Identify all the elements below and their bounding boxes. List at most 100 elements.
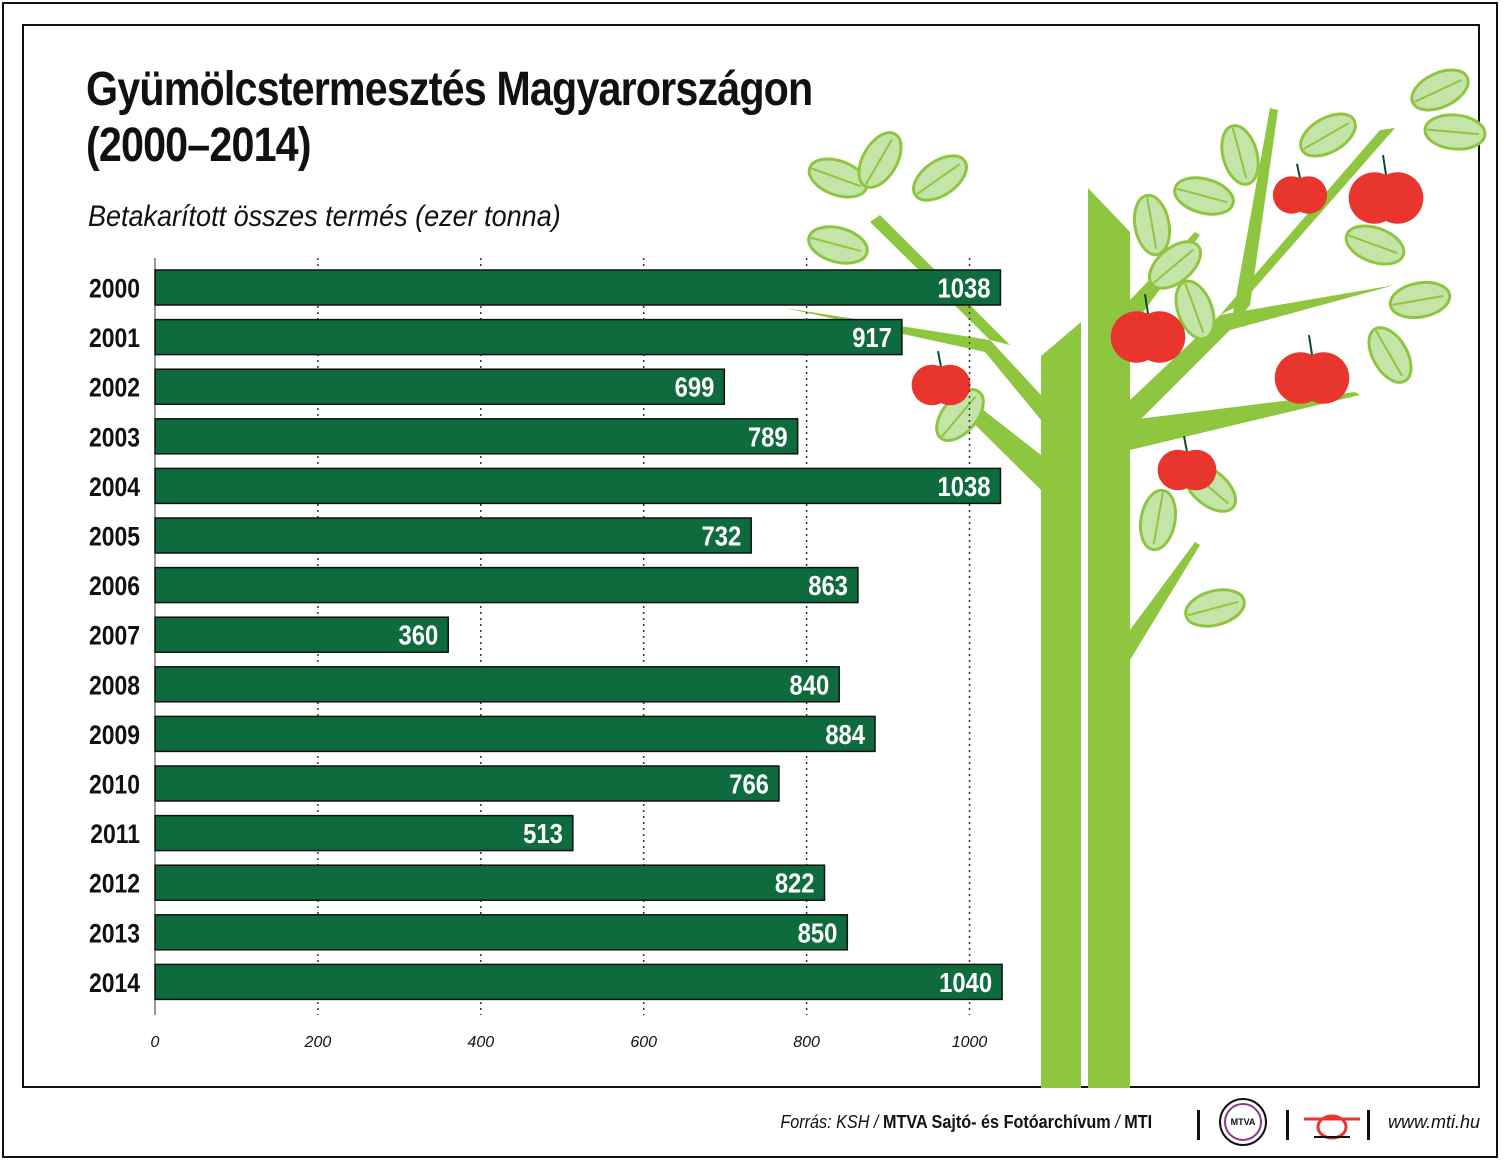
bar <box>154 318 903 356</box>
category-label: 2008 <box>89 671 140 701</box>
leaf-vein <box>916 163 961 195</box>
bar-value-label: 789 <box>748 420 788 452</box>
leaf-icon <box>1299 112 1357 158</box>
leaf-icon <box>807 157 869 199</box>
x-tick-label: 600 <box>630 1034 657 1051</box>
bar-value-label: 513 <box>523 817 563 849</box>
x-tick-label: 0 <box>151 1034 160 1051</box>
bar <box>154 666 840 703</box>
leaf-icon <box>1423 113 1487 151</box>
branch <box>1130 285 1395 430</box>
bar-value-label: 884 <box>825 718 865 750</box>
category-label: 2002 <box>89 373 140 403</box>
leaf-vein <box>810 236 862 253</box>
category-label: 2001 <box>89 323 140 353</box>
bar <box>154 914 849 951</box>
branch <box>785 308 1041 420</box>
leaf-icon <box>1148 240 1202 290</box>
apple-body <box>929 364 971 406</box>
leaf-icon <box>1367 326 1413 384</box>
bar <box>154 517 752 554</box>
leaf-vein <box>811 167 861 188</box>
leaf-icon <box>1388 280 1452 320</box>
apple-body <box>1175 449 1217 491</box>
bar <box>154 368 726 405</box>
apple-icon <box>1110 293 1186 363</box>
source-prefix: Forrás: KSH / <box>780 1112 879 1132</box>
mtva-logo-icon: MTVA <box>1219 1098 1267 1146</box>
bar <box>154 418 799 455</box>
leaf-vein <box>1176 187 1228 204</box>
leaf-icon <box>857 131 903 189</box>
leaf-vein <box>1427 128 1479 136</box>
footer: Forrás: KSH / MTVA Sajtó- és Fotóarchívu… <box>760 1098 1480 1146</box>
leaf-vein <box>1152 492 1164 544</box>
bar-value-label: 822 <box>775 867 815 899</box>
leaf-icon <box>807 225 869 265</box>
leaf-icon <box>912 154 968 202</box>
mti-logo-icon <box>1304 1114 1360 1140</box>
chart-subtitle: Betakarított összes termés (ezer tonna) <box>88 200 561 233</box>
bar-value-label: 732 <box>702 520 742 552</box>
category-label: 2005 <box>89 522 140 552</box>
mtva-logo-text: MTVA <box>1230 1117 1256 1127</box>
leaf-icon <box>1344 224 1406 266</box>
bar-value-label: 766 <box>729 768 769 800</box>
bar-value-label: 1040 <box>939 966 992 998</box>
category-label: 2010 <box>89 770 140 800</box>
x-tick-label: 1000 <box>952 1034 988 1051</box>
category-label: 2003 <box>89 423 140 453</box>
bar <box>154 467 1002 505</box>
category-label: 2009 <box>89 720 140 750</box>
leaf-icon <box>1174 279 1216 341</box>
category-label: 2012 <box>89 869 140 899</box>
category-label: 2013 <box>89 919 140 949</box>
inner-frame <box>22 24 1480 1088</box>
category-label: 2000 <box>89 274 140 304</box>
bar <box>154 616 449 653</box>
leaf-vein <box>1303 122 1350 150</box>
bar-value-label: 917 <box>852 321 892 353</box>
leaf-icon <box>1138 488 1178 552</box>
bar <box>154 864 826 901</box>
trunk-right <box>1088 188 1130 1088</box>
footer-divider <box>1286 1110 1289 1140</box>
apple-stem <box>937 351 942 367</box>
apple-icon <box>1348 154 1424 224</box>
apple-icon <box>1272 163 1328 214</box>
apple-stem <box>1382 154 1387 176</box>
leaf-icon <box>1184 588 1246 628</box>
bar-value-label: 1038 <box>938 470 991 502</box>
bar <box>154 963 1003 1001</box>
x-tick-label: 400 <box>467 1034 494 1051</box>
leaf-vein <box>1348 234 1398 255</box>
bar-value-label: 1038 <box>938 272 991 304</box>
x-tick-label: 800 <box>793 1034 820 1051</box>
source-mti: MTI <box>1124 1112 1152 1132</box>
leaf-icon <box>1173 176 1235 216</box>
apple-stem <box>1144 293 1149 315</box>
bar <box>154 814 574 852</box>
category-label: 2011 <box>90 819 140 849</box>
x-tick-label: 200 <box>304 1034 332 1051</box>
branch <box>1130 542 1200 660</box>
category-label: 2006 <box>89 571 140 601</box>
category-label: 2004 <box>89 472 140 502</box>
bar <box>154 566 859 604</box>
apple-body <box>1297 352 1350 404</box>
apple-icon <box>1274 334 1350 404</box>
leaf-vein <box>1146 197 1158 249</box>
branch <box>1220 128 1395 315</box>
website-link[interactable]: www.mti.hu <box>1387 1112 1480 1132</box>
bar-value-label: 699 <box>675 371 715 403</box>
leaf-icon <box>1220 124 1260 186</box>
apple-icon <box>1157 436 1217 491</box>
leaf-vein <box>865 138 893 185</box>
category-label: 2014 <box>89 968 140 998</box>
title-line-2: (2000–2014) <box>86 119 312 172</box>
apple-body <box>1289 176 1328 214</box>
bar-value-label: 863 <box>808 569 848 601</box>
apple-stem <box>1296 163 1301 179</box>
